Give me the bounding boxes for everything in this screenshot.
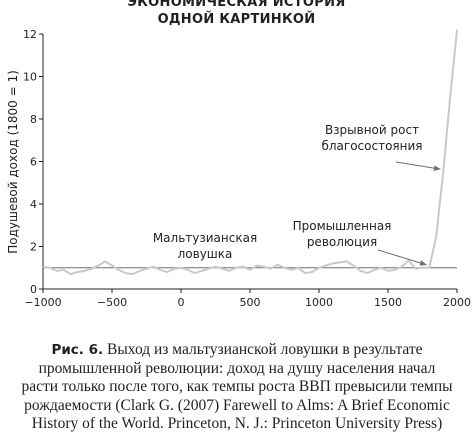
annotation-explosive-growth: Взрывной рост благосостояния	[321, 123, 422, 153]
annotation-industrial-revolution: Промышленная революция	[293, 219, 392, 249]
caption-line-4: рождаемости (Clark G. (2007) Farewell to…	[24, 396, 450, 414]
y-tick-label: 6	[30, 156, 37, 169]
axes-layer	[42, 34, 457, 290]
annotation-malthusian-trap: Мальтузианская ловушка	[153, 231, 257, 261]
x-tick-label: 2000	[443, 296, 471, 309]
y-tick-label: 0	[30, 283, 37, 296]
annotation-layer: Мальтузианская ловушка Промышленная революц…	[153, 123, 441, 266]
y-tick-label: 2	[30, 241, 37, 254]
x-tick-label: 1000	[305, 296, 333, 309]
y-tick-label: 8	[30, 113, 37, 126]
chart-title-line-1: ЭКОНОМИЧЕСКАЯ ИСТОРИЯ	[127, 0, 346, 10]
annotation-explosive-growth-arrow	[395, 161, 441, 171]
figure-caption: Рис. 6. Выход из мальтузианской ловушки …	[14, 341, 460, 434]
chart-title: ЭКОНОМИЧЕСКАЯ ИСТОРИЯ ОДНОЙ КАРТИНКОЙ	[0, 0, 473, 28]
chart-plot: 0 2 4 6 8 10 12 −1000 −500 0 500 1000 1500 2000 Мальт…	[6, 28, 471, 309]
x-tick-label: 500	[240, 296, 261, 309]
ticks-layer: 0 2 4 6 8 10 12 −1000 −500 0 500 1000 1500 2000	[23, 28, 471, 309]
caption-line-1: Выход из мальтузианской ловушки в резуль…	[107, 341, 423, 358]
series-layer	[42, 29, 458, 276]
caption-line-3: расти только после того, как темпы роста…	[21, 378, 453, 395]
income-series-line	[42, 29, 458, 276]
y-tick-label: 4	[30, 198, 37, 211]
caption-line-2: промышленной революции: доход на душу на…	[38, 359, 436, 377]
y-tick-label: 10	[23, 71, 37, 84]
y-axis-label: Подушевой доход (1800 = 1)	[6, 70, 20, 254]
x-tick-label: 1500	[374, 296, 402, 309]
annotation-industrial-revolution-arrow	[377, 249, 428, 266]
y-tick-label: 12	[23, 28, 37, 41]
caption-lead: Рис. 6.	[51, 342, 104, 358]
x-tick-label: −500	[97, 296, 127, 309]
x-tick-label: −1000	[24, 296, 61, 309]
caption-line-5: History of the World. Princeton, N. J.: …	[31, 415, 443, 432]
chart-title-line-2: ОДНОЙ КАРТИНКОЙ	[157, 12, 316, 27]
x-tick-label: 0	[178, 296, 185, 309]
